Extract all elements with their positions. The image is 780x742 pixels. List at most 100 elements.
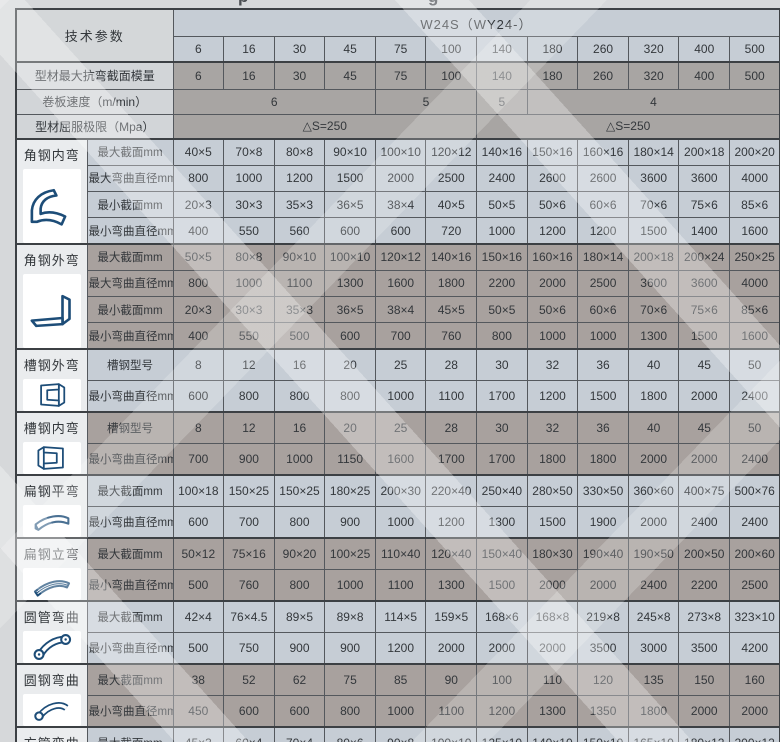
section-label-cell: 角钢外弯: [15, 243, 88, 350]
value-cell: 1300: [476, 506, 528, 539]
value-cell: 190×40: [577, 537, 629, 570]
value-cell: 200×30: [374, 474, 427, 507]
value-cell: 62: [273, 663, 326, 696]
value-cell: 85×6: [729, 190, 780, 219]
value-cell: 50: [729, 411, 780, 444]
value-cell: 90×10: [324, 137, 376, 166]
value-cell: 160×16: [577, 137, 629, 166]
value-cell: 140×16: [425, 242, 478, 271]
value-cell: 50×6: [526, 190, 579, 219]
value-cell: 52: [223, 663, 275, 696]
value-cell: 1200: [577, 217, 629, 245]
param-value-cell: 320: [627, 61, 680, 90]
value-cell: 30×3: [223, 190, 275, 219]
row-label-cell: 槽钢型号: [86, 411, 174, 444]
section-name: 角钢外弯: [23, 253, 80, 268]
value-cell: 450: [172, 695, 225, 728]
section-name: 槽钢外弯: [23, 358, 80, 373]
param-value-cell: 500: [729, 61, 780, 90]
value-cell: 30×3: [223, 295, 275, 324]
value-cell: 150×10: [577, 726, 629, 742]
value-cell: 1000: [577, 322, 629, 350]
value-cell: 140×10: [526, 726, 579, 742]
flat-flat-icon: [22, 505, 81, 537]
spec-table: 技术参数 W24S（WY24-） 6 16 30 45 75 100 140 180 260 320 4…: [15, 8, 780, 742]
value-cell: 500: [273, 322, 326, 350]
value-cell: 600: [172, 380, 225, 413]
value-cell: 245×8: [627, 600, 680, 633]
param-value-cell: 6: [172, 88, 376, 115]
table-row: 最小弯曲直径mm 700 900 1000 1150 1600 1700 1700 1800 18…: [16, 443, 780, 476]
value-cell: 120: [577, 663, 629, 696]
row-label-cell: 最小弯曲直径mm: [86, 506, 174, 539]
value-cell: 1700: [476, 443, 528, 476]
row-label-cell: 最大截面mm: [86, 663, 174, 696]
angle-inner-icon: [22, 169, 81, 243]
value-cell: 90: [425, 663, 478, 696]
value-cell: 1300: [324, 269, 376, 298]
value-cell: 35×3: [273, 295, 326, 324]
value-cell: 200×18: [678, 137, 731, 166]
value-cell: 76×4.5: [223, 600, 275, 633]
value-cell: 1100: [425, 695, 478, 728]
value-cell: 32: [526, 411, 579, 444]
section-label-cell: 扁钢立弯: [15, 537, 88, 602]
value-cell: 1000: [374, 380, 427, 413]
value-cell: 560: [273, 217, 326, 245]
table-row: 型材屈服极限（Mpa） △S=250 △S=250: [15, 113, 780, 140]
param-value-cell: 400: [678, 61, 731, 90]
value-cell: 20×3: [172, 295, 225, 324]
value-cell: 1800: [577, 443, 629, 476]
section-label-cell: 圆钢弯曲: [15, 663, 88, 728]
value-cell: 28: [425, 348, 478, 381]
value-cell: 168×8: [526, 600, 579, 633]
table-row: 最大弯曲直径mm 800 1000 1100 1300 1600 1800 2200 2000 2…: [16, 269, 780, 298]
table-row: 最小弯曲直径mm 600 800 800 800 1000 1100 1700 1200 1500…: [16, 380, 780, 413]
value-cell: 60×6: [577, 295, 629, 324]
table-row: 最小截面mm 20×3 30×3 35×3 36×5 38×4 40×5 50×5 50×6 60…: [16, 190, 780, 219]
value-cell: 2200: [678, 569, 731, 602]
value-cell: 85: [374, 663, 427, 696]
value-cell: 89×8: [324, 600, 376, 633]
column-header-cell: 75: [374, 36, 427, 63]
value-cell: 36: [577, 348, 629, 381]
value-cell: 2500: [577, 269, 629, 298]
param-label-cell: 卷板速度（m/min）: [15, 88, 174, 115]
value-cell: 2000: [627, 506, 680, 539]
section-label-cell: 扁钢平弯: [15, 474, 88, 539]
value-cell: 1800: [627, 380, 680, 413]
value-cell: 1800: [627, 695, 680, 728]
value-cell: 1000: [324, 569, 376, 602]
value-cell: 50: [729, 348, 780, 381]
value-cell: 50×5: [476, 190, 528, 219]
param-value-cell: △S=250: [172, 113, 478, 140]
value-cell: 70×6: [627, 295, 680, 324]
value-cell: 400: [172, 322, 225, 350]
value-cell: 2000: [729, 695, 780, 728]
section-label-cell: 槽钢外弯: [15, 348, 88, 413]
angle-outer-icon: [22, 274, 81, 348]
value-cell: 1150: [324, 443, 376, 476]
value-cell: 150×40: [476, 537, 528, 570]
value-cell: 16: [273, 348, 326, 381]
value-cell: 8: [172, 411, 225, 444]
section-name: 扁钢平弯: [23, 484, 80, 499]
value-cell: 330×50: [577, 474, 629, 507]
value-cell: 110: [526, 663, 579, 696]
channel-inner-icon: [22, 442, 81, 474]
value-cell: 150×16: [476, 242, 528, 271]
value-cell: 1300: [425, 569, 478, 602]
value-cell: 1400: [678, 217, 731, 245]
value-cell: 45: [678, 348, 731, 381]
value-cell: 70×8: [223, 137, 275, 166]
value-cell: 1300: [526, 695, 579, 728]
model-header: W24S（WY24-）: [172, 8, 780, 37]
value-cell: 42×4: [172, 600, 225, 633]
table-row: 圆管弯曲 最大截面mm 42×4 76×4.5 89×5 89×8 114×5 159×5 16…: [15, 600, 780, 665]
value-cell: 1200: [476, 695, 528, 728]
table-row: 扁钢平弯 最大截面mm 100×18 150×25 150×25 180×25 200×30…: [15, 474, 780, 539]
column-header-cell: 140: [476, 36, 528, 63]
value-cell: 1000: [526, 322, 579, 350]
value-cell: 12: [223, 411, 275, 444]
value-cell: 3600: [678, 164, 731, 193]
